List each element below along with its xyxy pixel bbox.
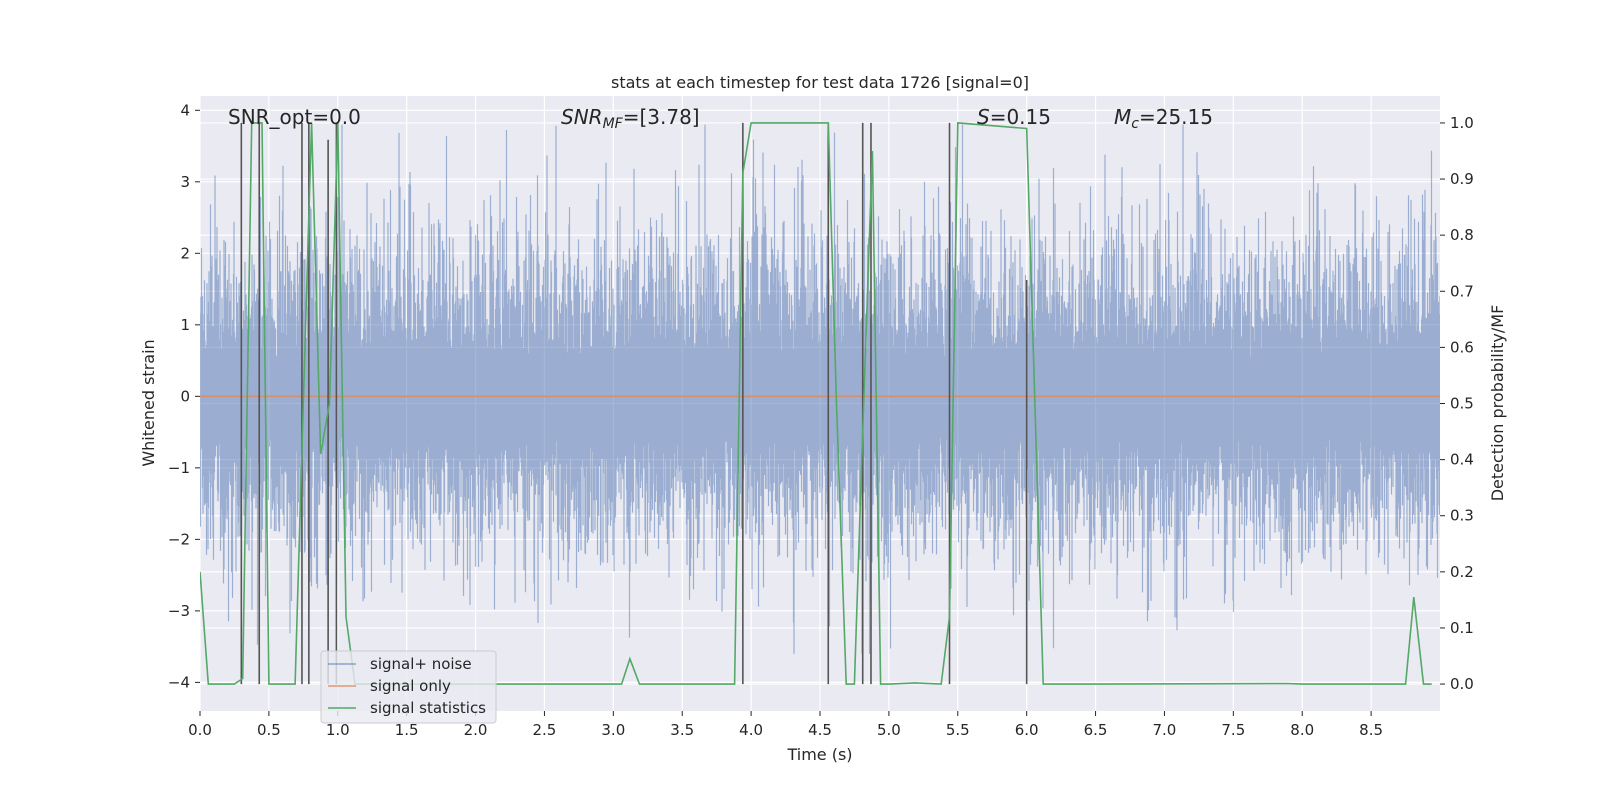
x-tick-label: 8.5 xyxy=(1359,721,1383,739)
x-tick-label: 2.0 xyxy=(464,721,488,739)
y-tick-label: 3 xyxy=(180,173,190,191)
x-tick-label: 6.0 xyxy=(1015,721,1039,739)
annotation-snr-mf: SNRMF=[3.78] xyxy=(561,105,700,132)
y2-tick-label: 0.7 xyxy=(1450,282,1474,300)
x-tick-label: 1.5 xyxy=(395,721,419,739)
annotation-mc-value: =25.15 xyxy=(1139,105,1213,129)
y2-tick-label: 0.4 xyxy=(1450,451,1474,469)
legend-label-signal-only: signal only xyxy=(370,677,451,695)
legend-box xyxy=(320,650,497,724)
x-tick-label: 5.5 xyxy=(946,721,970,739)
annotation-snr-mf-value: =[3.78] xyxy=(623,105,700,129)
annotation-s-value: =0.15 xyxy=(990,105,1051,129)
y-tick-label: 0 xyxy=(180,387,190,405)
x-tick-label: 3.0 xyxy=(601,721,625,739)
annotation-s: S=0.15 xyxy=(977,105,1051,129)
annotation-s-symbol: S xyxy=(977,105,990,129)
legend-label-signal-noise: signal+ noise xyxy=(370,655,472,673)
x-tick-label: 4.0 xyxy=(739,721,763,739)
y-tick-label: 2 xyxy=(180,244,190,262)
x-tick-label: 0.0 xyxy=(188,721,212,739)
annotation-snr-opt: SNR_opt=0.0 xyxy=(228,105,361,129)
x-tick-label: 7.0 xyxy=(1153,721,1177,739)
x-tick-label: 7.5 xyxy=(1221,721,1245,739)
y-ticks: −4 −3 −2 −1 0 1 2 3 4 xyxy=(168,101,200,691)
x-tick-label: 0.5 xyxy=(257,721,281,739)
annotation-snr-mf-main: SNR xyxy=(561,105,603,129)
y2-tick-label: 1.0 xyxy=(1450,114,1474,132)
y-tick-label: −2 xyxy=(168,530,190,548)
y-tick-label: −1 xyxy=(168,459,190,477)
marker-lines xyxy=(240,122,1028,685)
y-tick-label: −3 xyxy=(168,602,190,620)
x-tick-label: 1.0 xyxy=(326,721,350,739)
chart-title: stats at each timestep for test data 172… xyxy=(611,73,1029,92)
x-tick-label: 8.0 xyxy=(1290,721,1314,739)
legend-label-signal-statistics: signal statistics xyxy=(370,699,486,717)
legend: signal+ noise signal only signal statist… xyxy=(320,650,497,724)
y2-ticks: 0.0 0.1 0.2 0.3 0.4 0.5 0.6 0.7 0.8 0.9 1.0 xyxy=(1440,114,1474,693)
x-ticks: 0.0 0.5 1.0 1.5 2.0 2.5 3.0 3.5 4.0 4.5 5.0 5.5 6.0 6… xyxy=(188,711,1383,739)
x-tick-label: 2.5 xyxy=(533,721,557,739)
y-tick-label: 4 xyxy=(180,101,190,119)
y2-axis-label: Detection probability/MF xyxy=(1488,305,1507,502)
x-tick-label: 4.5 xyxy=(808,721,832,739)
annotation-mc-sub: c xyxy=(1131,116,1139,132)
x-tick-label: 5.0 xyxy=(877,721,901,739)
y2-tick-label: 0.3 xyxy=(1450,507,1474,525)
annotation-mc: Mc=25.15 xyxy=(1114,105,1213,132)
y2-tick-label: 0.5 xyxy=(1450,395,1474,413)
x-tick-label: 6.5 xyxy=(1084,721,1108,739)
y2-tick-label: 0.6 xyxy=(1450,338,1474,356)
annotation-mc-main: M xyxy=(1114,105,1131,129)
y2-tick-label: 0.9 xyxy=(1450,170,1474,188)
y2-tick-label: 0.0 xyxy=(1450,675,1474,693)
y-axis-label: Whitened strain xyxy=(139,339,158,466)
y2-tick-label: 0.2 xyxy=(1450,563,1474,581)
plot-area xyxy=(200,122,1440,685)
x-tick-label: 3.5 xyxy=(670,721,694,739)
y-tick-label: −4 xyxy=(168,673,190,691)
x-axis-label: Time (s) xyxy=(786,745,852,764)
y2-tick-label: 0.1 xyxy=(1450,619,1474,637)
annotation-snr-mf-sub: MF xyxy=(603,116,624,132)
series-signal-statistics xyxy=(200,122,1432,685)
y-tick-label: 1 xyxy=(180,316,190,334)
y2-tick-label: 0.8 xyxy=(1450,226,1474,244)
